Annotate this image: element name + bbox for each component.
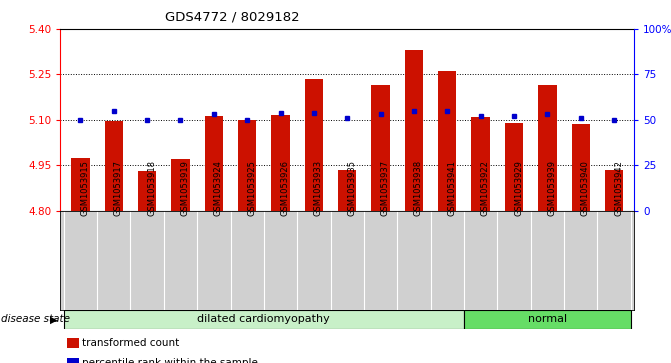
Text: percentile rank within the sample: percentile rank within the sample [82, 358, 258, 363]
Bar [605, 170, 623, 211]
Bar [205, 116, 223, 211]
Text: GSM1053935: GSM1053935 [348, 159, 356, 216]
Bar [538, 85, 556, 211]
Text: GSM1053929: GSM1053929 [514, 160, 523, 216]
Text: GSM1053933: GSM1053933 [314, 159, 323, 216]
Text: GDS4772 / 8029182: GDS4772 / 8029182 [165, 11, 300, 24]
Bar [105, 121, 123, 211]
Text: GSM1053924: GSM1053924 [214, 160, 223, 216]
Bar [438, 72, 456, 211]
Bar [372, 85, 390, 211]
Text: GSM1053939: GSM1053939 [548, 159, 556, 216]
Bar [464, 310, 631, 329]
Bar [338, 170, 356, 211]
Bar [271, 115, 290, 211]
Bar [505, 123, 523, 211]
Text: GSM1053937: GSM1053937 [380, 159, 390, 216]
Bar [64, 310, 464, 329]
Text: GSM1053938: GSM1053938 [414, 159, 423, 216]
Bar [405, 50, 423, 211]
Text: GSM1053925: GSM1053925 [247, 160, 256, 216]
Text: GSM1053926: GSM1053926 [280, 159, 289, 216]
Text: GSM1053919: GSM1053919 [180, 160, 189, 216]
Text: GSM1053918: GSM1053918 [147, 159, 156, 216]
Text: GSM1053941: GSM1053941 [448, 160, 456, 216]
Text: GSM1053917: GSM1053917 [114, 159, 123, 216]
Bar [572, 124, 590, 211]
Bar [171, 159, 190, 211]
Text: normal: normal [528, 314, 567, 325]
Text: disease state: disease state [1, 314, 70, 325]
Text: transformed count: transformed count [82, 338, 179, 348]
Bar [472, 117, 490, 211]
Bar [305, 79, 323, 211]
Text: GSM1053915: GSM1053915 [81, 160, 89, 216]
Text: GSM1053942: GSM1053942 [614, 160, 623, 216]
Bar [138, 171, 156, 211]
Text: GSM1053940: GSM1053940 [580, 160, 590, 216]
Bar [71, 158, 89, 211]
Text: GSM1053922: GSM1053922 [480, 160, 490, 216]
Text: dilated cardiomyopathy: dilated cardiomyopathy [197, 314, 330, 325]
Text: ▶: ▶ [50, 314, 57, 325]
Bar [238, 120, 256, 211]
